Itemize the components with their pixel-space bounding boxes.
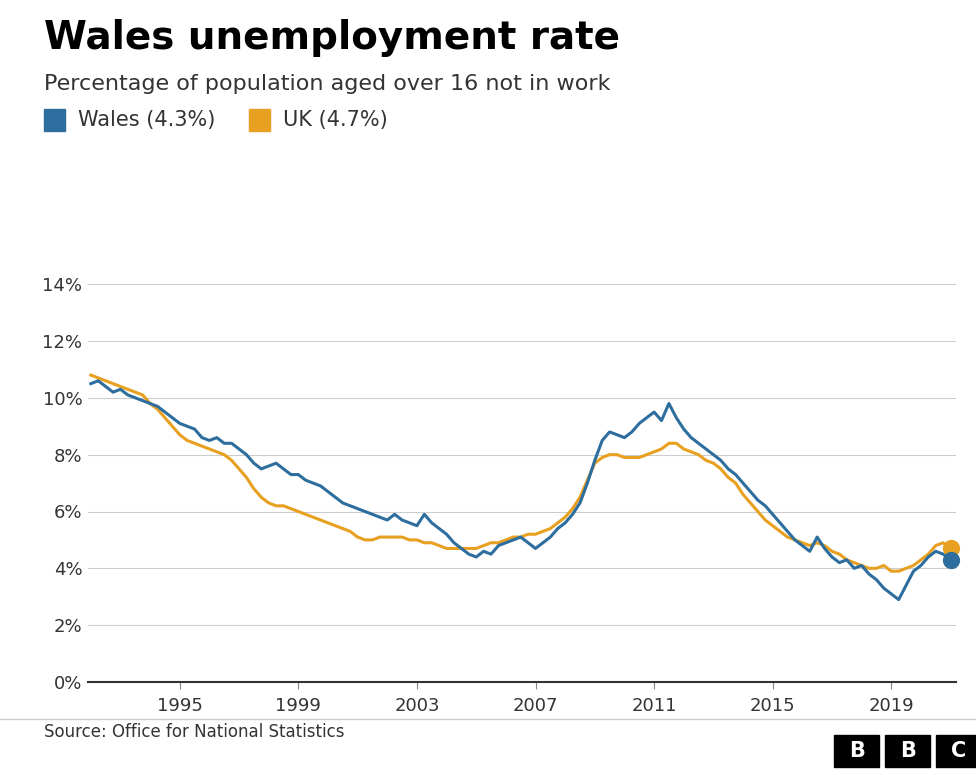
Text: Wales unemployment rate: Wales unemployment rate <box>44 19 620 57</box>
Text: Wales (4.3%): Wales (4.3%) <box>78 110 216 130</box>
Point <box>943 542 958 555</box>
Text: B: B <box>849 741 865 761</box>
Text: Source: Office for National Statistics: Source: Office for National Statistics <box>44 723 345 741</box>
Text: C: C <box>951 741 966 761</box>
Text: Percentage of population aged over 16 not in work: Percentage of population aged over 16 no… <box>44 74 610 94</box>
Point <box>943 553 958 566</box>
Text: UK (4.7%): UK (4.7%) <box>283 110 387 130</box>
Text: B: B <box>900 741 915 761</box>
